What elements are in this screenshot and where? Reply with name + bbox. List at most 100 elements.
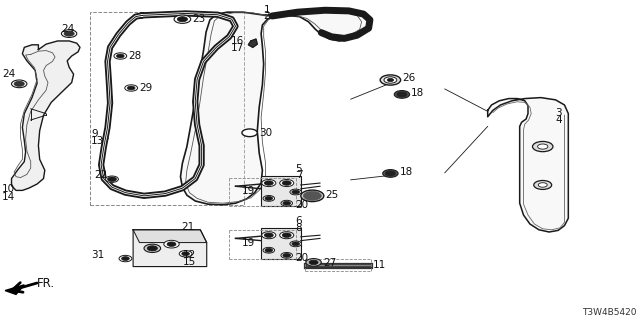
Circle shape: [283, 201, 291, 205]
Circle shape: [385, 171, 396, 176]
Text: 22: 22: [95, 170, 108, 180]
Text: 2: 2: [264, 11, 270, 21]
Circle shape: [306, 193, 319, 199]
Circle shape: [179, 18, 186, 21]
Circle shape: [122, 257, 129, 260]
Polygon shape: [248, 39, 257, 47]
Circle shape: [303, 191, 321, 200]
Text: 25: 25: [325, 189, 339, 200]
Circle shape: [265, 196, 273, 200]
Circle shape: [14, 81, 24, 86]
Circle shape: [119, 255, 132, 262]
Text: 28: 28: [128, 51, 141, 61]
Circle shape: [114, 53, 127, 59]
Circle shape: [262, 180, 276, 187]
Circle shape: [538, 183, 547, 187]
Text: 17: 17: [231, 43, 244, 53]
Polygon shape: [5, 285, 24, 294]
Circle shape: [182, 252, 189, 256]
Text: 15: 15: [183, 257, 196, 267]
Circle shape: [532, 141, 553, 152]
Circle shape: [311, 261, 316, 264]
Circle shape: [280, 180, 294, 187]
Circle shape: [174, 15, 191, 23]
Polygon shape: [180, 10, 370, 205]
Text: 8: 8: [296, 223, 302, 233]
Circle shape: [263, 247, 275, 253]
Polygon shape: [133, 230, 207, 267]
Circle shape: [387, 78, 394, 82]
Text: 26: 26: [402, 73, 415, 84]
Circle shape: [164, 240, 179, 248]
Text: 27: 27: [323, 258, 337, 268]
Circle shape: [264, 181, 273, 185]
Text: 19: 19: [242, 238, 255, 248]
Circle shape: [290, 241, 301, 247]
Circle shape: [179, 251, 192, 257]
Circle shape: [282, 181, 291, 185]
Circle shape: [125, 85, 138, 91]
Text: 4: 4: [556, 115, 562, 125]
Text: 16: 16: [231, 36, 244, 46]
Text: 12: 12: [183, 250, 196, 260]
Text: 1: 1: [264, 4, 270, 15]
Text: 20: 20: [296, 200, 309, 211]
Circle shape: [292, 242, 300, 246]
Text: 10: 10: [2, 184, 15, 194]
Circle shape: [147, 246, 157, 251]
Circle shape: [64, 31, 74, 36]
Circle shape: [394, 91, 410, 98]
Text: 24: 24: [2, 69, 15, 79]
Bar: [261, 176, 301, 206]
Circle shape: [61, 30, 77, 37]
Text: 29: 29: [140, 83, 153, 93]
Text: 23: 23: [192, 14, 205, 24]
Polygon shape: [12, 41, 80, 190]
Bar: [261, 228, 301, 259]
Circle shape: [144, 244, 161, 252]
Text: FR.: FR.: [37, 277, 55, 290]
Circle shape: [384, 77, 397, 83]
Text: 5: 5: [296, 164, 302, 174]
Circle shape: [12, 80, 27, 88]
Circle shape: [281, 252, 292, 258]
Circle shape: [65, 32, 73, 36]
Circle shape: [167, 242, 176, 246]
Circle shape: [106, 176, 118, 182]
Text: 11: 11: [372, 260, 386, 270]
Circle shape: [109, 178, 115, 180]
Circle shape: [383, 170, 398, 177]
Circle shape: [534, 180, 552, 189]
Circle shape: [263, 196, 275, 201]
Circle shape: [309, 260, 318, 265]
Circle shape: [15, 82, 23, 86]
Circle shape: [127, 86, 135, 90]
Text: 3: 3: [556, 108, 562, 118]
Circle shape: [397, 92, 407, 97]
Text: 18: 18: [400, 167, 413, 177]
Circle shape: [242, 129, 257, 137]
Text: 19: 19: [242, 186, 255, 196]
Circle shape: [306, 259, 321, 266]
Circle shape: [292, 190, 300, 194]
Text: 24: 24: [61, 24, 74, 35]
Circle shape: [262, 232, 276, 239]
Polygon shape: [488, 98, 568, 232]
Text: 18: 18: [411, 88, 424, 99]
Text: 14: 14: [2, 192, 15, 202]
Circle shape: [301, 190, 324, 202]
Circle shape: [108, 177, 116, 181]
Text: 6: 6: [296, 216, 302, 227]
Circle shape: [265, 248, 273, 252]
Text: 13: 13: [91, 136, 104, 146]
Circle shape: [538, 144, 548, 149]
Text: 21: 21: [181, 222, 195, 232]
Text: 30: 30: [259, 128, 273, 138]
Text: 7: 7: [296, 170, 302, 180]
Circle shape: [116, 54, 124, 58]
Circle shape: [282, 233, 291, 237]
Circle shape: [177, 17, 188, 22]
Bar: [90, 12, 244, 205]
Text: 31: 31: [92, 250, 105, 260]
Circle shape: [148, 246, 156, 250]
